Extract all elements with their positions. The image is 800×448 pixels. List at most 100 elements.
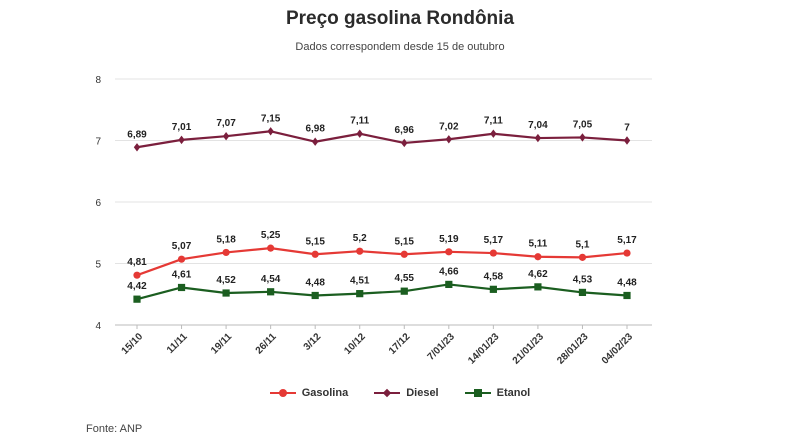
data-label-gasolina: 4,81 xyxy=(127,257,147,268)
data-label-etanol: 4,53 xyxy=(573,274,593,285)
point-etanol[interactable] xyxy=(177,283,186,292)
point-etanol[interactable] xyxy=(356,290,364,298)
legend-label-gasolina: Gasolina xyxy=(301,387,349,399)
data-label-etanol: 4,62 xyxy=(528,269,548,280)
legend-item-gasolina[interactable]: Gasolina xyxy=(269,387,349,399)
legend-label-diesel: Diesel xyxy=(406,387,439,399)
x-tick-label: 14/01/23 xyxy=(466,331,502,367)
point-etanol[interactable] xyxy=(267,288,275,296)
data-label-gasolina: 5,25 xyxy=(261,230,281,241)
point-diesel[interactable] xyxy=(133,143,141,152)
data-labels: 4,815,075,18 5,255,15 5,2 5,15 5,19 5,17 5,11 5… xyxy=(127,113,637,292)
point-gasolina[interactable] xyxy=(267,244,275,252)
y-tick-label: 5 xyxy=(95,260,101,271)
point-gasolina[interactable] xyxy=(534,253,542,261)
x-tick-label: 3/12 xyxy=(302,331,324,353)
point-gasolina[interactable] xyxy=(489,249,497,257)
point-etanol[interactable] xyxy=(133,295,141,303)
x-tick-label: 21/01/23 xyxy=(511,331,547,367)
point-gasolina[interactable] xyxy=(133,271,141,279)
point-diesel[interactable] xyxy=(267,127,274,136)
data-label-diesel: 7,11 xyxy=(350,116,369,127)
data-label-diesel: 7,01 xyxy=(172,122,192,133)
point-etanol[interactable] xyxy=(400,287,408,295)
point-gasolina[interactable] xyxy=(222,248,230,257)
data-label-diesel: 7,15 xyxy=(261,113,281,124)
series-line-etanol xyxy=(136,283,628,301)
data-label-gasolina: 5,11 xyxy=(528,239,547,250)
legend-swatch-etanol xyxy=(464,388,491,398)
data-label-diesel: 6,89 xyxy=(127,129,147,140)
legend-label-etanol: Etanol xyxy=(496,387,531,399)
point-diesel[interactable] xyxy=(356,129,363,138)
point-diesel[interactable] xyxy=(623,136,631,145)
series-line-diesel xyxy=(136,130,628,149)
point-gasolina[interactable] xyxy=(578,253,587,261)
x-tick-label: 15/10 xyxy=(120,331,146,357)
point-diesel[interactable] xyxy=(579,133,586,142)
point-etanol[interactable] xyxy=(222,289,230,297)
point-etanol[interactable] xyxy=(445,280,453,289)
point-gasolina[interactable] xyxy=(623,249,631,257)
data-label-etanol: 4,42 xyxy=(127,281,147,292)
point-gasolina[interactable] xyxy=(445,248,453,256)
series-layer xyxy=(133,127,631,303)
data-label-diesel: 7,04 xyxy=(528,120,548,131)
data-label-gasolina: 5,2 xyxy=(353,233,367,244)
x-tick-label: 10/12 xyxy=(342,331,368,357)
point-gasolina[interactable] xyxy=(356,247,364,255)
point-diesel[interactable] xyxy=(311,137,319,146)
point-diesel[interactable] xyxy=(534,133,542,143)
series-line-gasolina xyxy=(136,247,628,277)
y-tick-label: 4 xyxy=(95,321,101,332)
data-label-etanol: 4,48 xyxy=(305,277,325,288)
point-diesel[interactable] xyxy=(222,131,230,141)
x-tick-label: 19/11 xyxy=(209,331,234,356)
data-label-gasolina: 5,15 xyxy=(305,236,325,247)
x-tick-label: 7/01/23 xyxy=(426,331,458,363)
data-label-diesel: 7,02 xyxy=(439,121,459,132)
y-tick-label: 6 xyxy=(95,198,101,209)
point-diesel[interactable] xyxy=(401,138,408,148)
chart-title: Preço gasolina Rondônia xyxy=(285,8,515,29)
legend-swatch-gasolina xyxy=(269,388,296,398)
point-etanol[interactable] xyxy=(534,283,542,291)
point-gasolina[interactable] xyxy=(400,250,408,258)
legend: Gasolina Diesel Etanol xyxy=(0,387,800,399)
legend-item-diesel[interactable]: Diesel xyxy=(374,387,439,399)
data-label-diesel: 7,05 xyxy=(573,119,593,130)
y-tick-label: 8 xyxy=(95,75,101,86)
data-label-etanol: 4,61 xyxy=(172,269,192,280)
data-label-etanol: 4,48 xyxy=(617,277,637,288)
data-label-gasolina: 5,17 xyxy=(617,235,637,246)
source-note: Fonte: ANP xyxy=(86,423,143,435)
point-etanol[interactable] xyxy=(623,291,631,300)
data-label-etanol: 4,54 xyxy=(261,274,281,285)
data-label-diesel: 7,11 xyxy=(484,116,503,127)
data-label-diesel: 6,98 xyxy=(305,124,325,135)
grid-lines xyxy=(115,78,652,326)
data-label-diesel: 6,96 xyxy=(395,125,415,136)
point-diesel[interactable] xyxy=(445,135,453,144)
point-etanol[interactable] xyxy=(311,291,319,300)
point-etanol[interactable] xyxy=(578,288,587,297)
legend-item-etanol[interactable]: Etanol xyxy=(464,387,531,399)
point-gasolina[interactable] xyxy=(177,255,186,263)
y-tick-label: 7 xyxy=(95,137,101,148)
x-axis-ticks: 15/10 11/11 19/11 26/11 3/12 10/12 17/12 7/01/2… xyxy=(120,325,636,367)
data-label-gasolina: 5,19 xyxy=(439,234,459,245)
point-diesel[interactable] xyxy=(178,135,185,145)
x-tick-label: 17/12 xyxy=(387,331,413,357)
point-diesel[interactable] xyxy=(490,129,497,138)
x-tick-label: 04/02/23 xyxy=(600,331,636,367)
data-label-gasolina: 5,1 xyxy=(576,239,590,250)
x-tick-label: 11/11 xyxy=(165,331,190,356)
legend-swatch-diesel xyxy=(374,388,401,398)
data-label-etanol: 4,52 xyxy=(216,275,236,286)
point-etanol[interactable] xyxy=(489,285,497,293)
point-gasolina[interactable] xyxy=(311,250,319,258)
data-label-diesel: 7 xyxy=(624,123,630,134)
data-label-diesel: 7,07 xyxy=(216,118,236,129)
data-label-gasolina: 5,17 xyxy=(484,235,504,246)
